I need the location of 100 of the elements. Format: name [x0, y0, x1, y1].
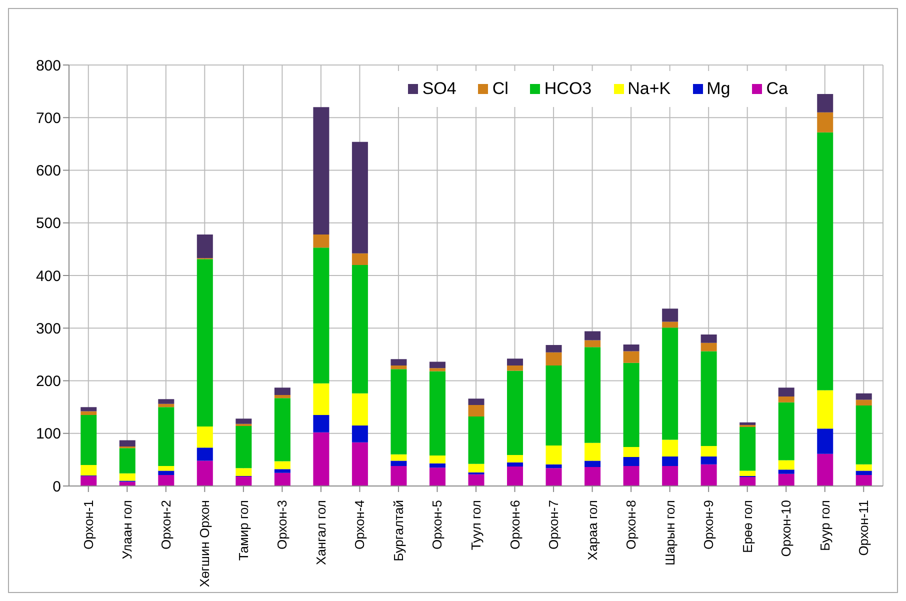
bar	[390, 454, 407, 461]
bar	[623, 447, 640, 458]
bar	[313, 107, 330, 234]
bar	[700, 464, 717, 486]
bar	[546, 468, 562, 486]
bar	[700, 351, 717, 446]
bar	[856, 474, 872, 486]
bar	[662, 440, 678, 457]
bar	[740, 427, 756, 471]
bar	[740, 477, 756, 486]
y-tick-label: 700	[36, 110, 61, 127]
bar	[507, 454, 524, 462]
bar	[584, 340, 601, 348]
bar	[352, 393, 368, 426]
bar	[313, 248, 330, 384]
bar	[236, 476, 252, 486]
x-tick-label: Тамир гол	[236, 500, 251, 561]
bar	[856, 400, 872, 406]
x-tick-label: Орхон-10	[778, 500, 794, 557]
y-tick-label: 500	[36, 215, 61, 232]
bar	[158, 399, 174, 404]
bar	[429, 368, 446, 372]
bar	[274, 388, 290, 395]
bar	[817, 428, 834, 454]
bar	[700, 342, 717, 352]
bar	[778, 470, 794, 474]
bar	[119, 440, 136, 447]
bar	[196, 234, 213, 258]
bar	[274, 394, 290, 398]
y-tick-label: 0	[52, 478, 61, 496]
bar	[507, 370, 524, 455]
bar	[274, 469, 290, 473]
bar	[623, 457, 640, 466]
x-tick-label: Шарын гол	[662, 500, 678, 566]
bar	[390, 460, 407, 466]
y-tick-label: 200	[36, 373, 61, 390]
legend-label: Cl	[491, 79, 508, 99]
bar	[390, 359, 407, 366]
bar	[468, 398, 484, 405]
bar	[740, 470, 756, 476]
bar	[623, 351, 640, 363]
bar	[196, 448, 213, 461]
x-tick-label: Орхон-4	[352, 500, 368, 550]
x-tick-label: Ерөө гол	[740, 500, 755, 553]
y-tick-label: 600	[36, 162, 61, 180]
x-tick-label: Орхон-6	[507, 500, 522, 550]
bar	[584, 331, 601, 340]
bar	[236, 468, 252, 476]
bar	[158, 404, 174, 408]
x-tick-label: Хараа гол	[584, 500, 600, 560]
bar	[196, 259, 213, 427]
bar	[817, 112, 834, 132]
bar	[274, 461, 290, 470]
bar	[584, 347, 601, 443]
x-tick-label: Бургалтай	[390, 500, 406, 562]
bar	[817, 390, 834, 429]
bar	[817, 94, 834, 112]
y-tick-label: 100	[36, 426, 61, 443]
bar	[429, 371, 446, 456]
bar	[507, 365, 524, 371]
x-tick-label: Орхон-1	[80, 500, 96, 550]
bar	[817, 454, 834, 486]
bar	[468, 404, 484, 417]
bar	[158, 470, 174, 475]
x-tick-label: Орхон-5	[430, 500, 445, 550]
bar	[236, 424, 252, 426]
x-tick-label: Орхон-11	[856, 500, 872, 556]
bar	[856, 405, 872, 464]
y-tick-label: 800	[36, 57, 61, 74]
bar	[80, 476, 97, 486]
bar	[662, 328, 678, 440]
bar	[778, 402, 794, 460]
legend-label: SO4	[421, 79, 456, 99]
bar	[623, 344, 640, 352]
bar	[352, 442, 368, 486]
bar	[429, 463, 446, 468]
bar	[119, 448, 136, 474]
bar	[196, 426, 213, 448]
bar	[546, 365, 562, 446]
x-tick-label: Орхон-3	[274, 500, 290, 550]
bar	[313, 383, 330, 415]
bar	[80, 411, 97, 415]
bar	[80, 407, 97, 412]
bar	[778, 474, 794, 486]
x-tick-label: Орхон-2	[158, 500, 174, 550]
bar	[80, 464, 97, 476]
bar	[196, 460, 213, 486]
x-tick-label: Орхон-7	[546, 500, 562, 550]
bar	[313, 432, 330, 486]
bar	[740, 424, 756, 428]
bar	[390, 466, 407, 486]
legend-label: Mg	[706, 79, 730, 99]
bar	[507, 466, 524, 486]
bar	[623, 362, 640, 448]
bar	[700, 446, 717, 457]
x-tick-label: Хангал гол	[313, 500, 328, 565]
bar	[700, 334, 717, 343]
x-tick-label: Хөгшин Орхон	[197, 500, 212, 588]
bar	[352, 253, 368, 265]
bar	[584, 442, 601, 461]
